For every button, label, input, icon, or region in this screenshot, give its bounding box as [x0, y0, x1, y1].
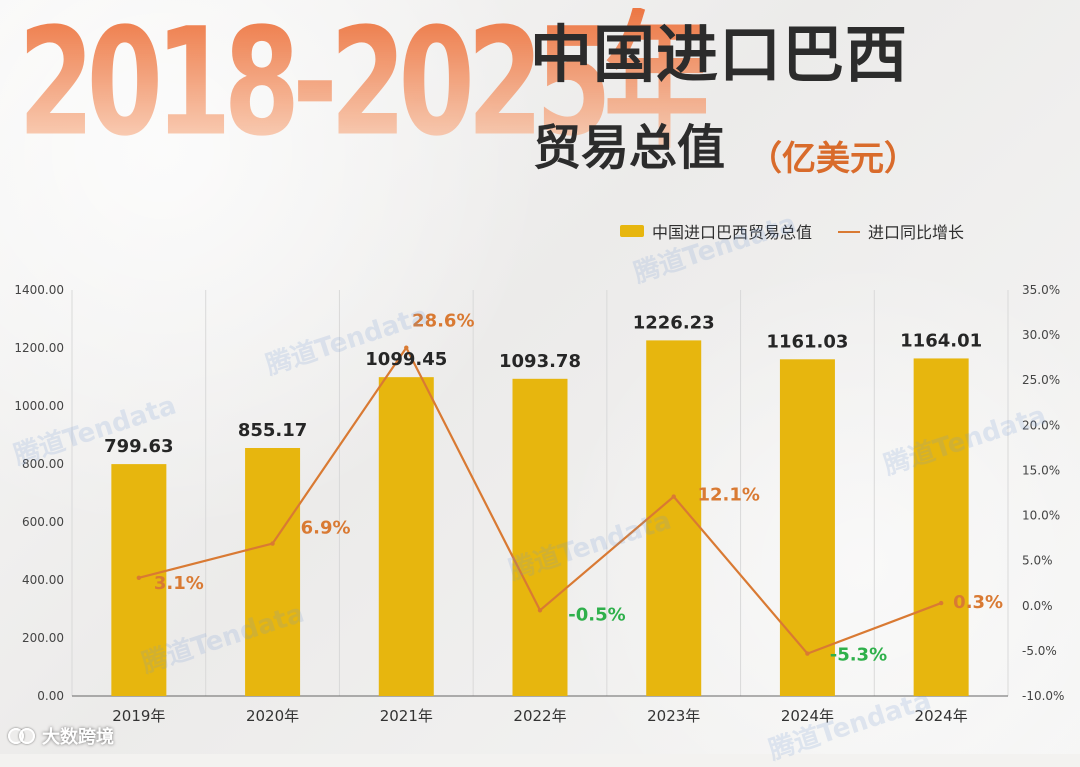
- years-banner: 2018-2025年: [18, 0, 714, 169]
- left-axis-tick-label: 1400.00: [14, 283, 64, 297]
- left-axis-tick-label: 600.00: [22, 515, 64, 529]
- right-axis-tick-label: 10.0%: [1022, 509, 1060, 523]
- left-axis-tick-label: 1200.00: [14, 341, 64, 355]
- bar-value-label: 1164.01: [900, 330, 982, 351]
- growth-point: [404, 345, 409, 350]
- left-axis-tick-label: 400.00: [22, 573, 64, 587]
- growth-label: 3.1%: [154, 573, 204, 594]
- growth-label: -0.5%: [568, 604, 625, 625]
- legend-line-swatch: [838, 231, 861, 233]
- bar-layer: [111, 340, 969, 696]
- bar: [111, 464, 167, 696]
- sub-title: 贸易总值: [533, 120, 726, 176]
- left-axis-tick-label: 200.00: [22, 631, 64, 645]
- legend-line-label: 进口同比增长: [868, 223, 965, 242]
- growth-label: 6.9%: [301, 518, 351, 539]
- bar-value-label: 1093.78: [499, 351, 581, 372]
- bar-value-label: 855.17: [238, 420, 307, 441]
- line-layer: [136, 345, 944, 656]
- x-axis-tick-label: 2022年: [513, 707, 566, 725]
- right-axis-tick-label: 5.0%: [1022, 554, 1053, 568]
- link-circles-icon: [8, 727, 36, 745]
- left-axis-tick-label: 800.00: [22, 457, 64, 471]
- growth-label: 28.6%: [412, 311, 474, 332]
- right-axis-tick-label: 35.0%: [1022, 283, 1060, 297]
- footer-brand: 大数跨境: [8, 723, 114, 749]
- legend-bar-swatch: [620, 225, 644, 237]
- bar: [913, 358, 969, 696]
- bar: [378, 377, 434, 696]
- bar-value-label: 1099.45: [365, 349, 447, 370]
- footer-brand-label: 大数跨境: [42, 727, 114, 748]
- x-axis-tick-label: 2024年: [915, 707, 968, 725]
- growth-point: [805, 651, 810, 656]
- unit-label: （亿美元）: [748, 139, 918, 179]
- legend-item-line: 进口同比增长: [838, 219, 964, 243]
- bar-value-label: 1161.03: [766, 331, 848, 352]
- main-title: 中国进口巴西: [530, 18, 909, 91]
- grid-layer: [71, 290, 1009, 696]
- left-axis-tick-label: 0.00: [37, 689, 64, 703]
- legend-bar-label: 中国进口巴西贸易总值: [652, 223, 813, 242]
- right-axis-tick-label: 0.0%: [1022, 599, 1053, 613]
- label-layer: 799.63 855.17 1099.45 1093.78 1226.23 1161.03…: [104, 311, 1003, 666]
- x-axis-tick-label: 2019年: [112, 707, 165, 725]
- right-axis-tick-label: 20.0%: [1022, 418, 1060, 432]
- right-axis-tick-label: 25.0%: [1022, 373, 1060, 387]
- growth-label: 12.1%: [697, 485, 759, 506]
- growth-point: [671, 494, 676, 499]
- bar: [779, 359, 835, 696]
- growth-point: [136, 575, 142, 581]
- right-axis-tick-label: 30.0%: [1022, 328, 1060, 342]
- right-axis-tick-label: 15.0%: [1022, 463, 1060, 477]
- growth-point: [537, 608, 543, 613]
- chart-legend: 中国进口巴西贸易总值 进口同比增长: [620, 219, 964, 243]
- bar-value-label: 1226.23: [633, 312, 715, 333]
- growth-point: [270, 541, 275, 546]
- growth-label: 0.3%: [953, 592, 1003, 613]
- x-axis-tick-label: 2020年: [246, 707, 299, 725]
- legend-item-bar: 中国进口巴西贸易总值: [620, 219, 812, 243]
- x-axis-tick-label: 2023年: [647, 707, 700, 725]
- growth-label: -5.3%: [830, 645, 887, 666]
- bar: [245, 448, 301, 696]
- x-axis-tick-label: 2021年: [380, 707, 433, 725]
- left-axis-tick-label: 1000.00: [14, 399, 64, 413]
- right-axis-tick-label: -10.0%: [1022, 689, 1064, 703]
- x-axis-tick-label: 2024年: [781, 707, 834, 725]
- bar-value-label: 799.63: [104, 436, 173, 457]
- bar: [512, 378, 568, 696]
- growth-point: [938, 600, 944, 606]
- right-axis-tick-label: -5.0%: [1022, 644, 1057, 658]
